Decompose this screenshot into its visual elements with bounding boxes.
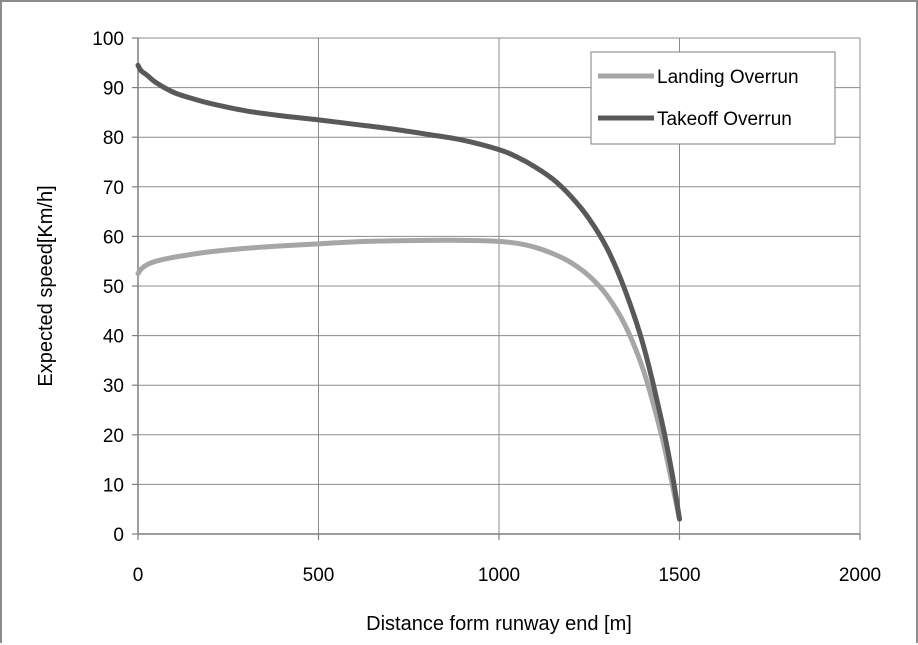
y-tick-label: 10 (103, 475, 124, 496)
y-tick-label: 20 (103, 426, 124, 447)
legend-box (590, 51, 836, 145)
y-tick-label: 40 (103, 327, 124, 348)
legend-label-landing-overrun: Landing Overrun (657, 67, 799, 88)
y-tick-label: 80 (103, 128, 124, 149)
y-tick-label: 50 (103, 277, 124, 298)
y-tick-label: 90 (103, 79, 124, 100)
axes (132, 37, 861, 540)
x-tick-label: 1500 (658, 565, 700, 586)
y-tick-label: 100 (92, 29, 124, 50)
y-tick-label: 0 (113, 525, 124, 546)
x-tick-label: 500 (303, 565, 335, 586)
x-tick-label: 1000 (478, 565, 520, 586)
y-axis-label: Expected speed[Km/h] (35, 185, 57, 386)
series-lines (135, 62, 682, 522)
y-tick-label: 70 (103, 178, 124, 199)
x-tick-label: 2000 (839, 565, 881, 586)
y-tick-label: 30 (103, 376, 124, 397)
series-line-landing-overrun (135, 237, 682, 522)
x-tick-label: 0 (133, 565, 144, 586)
series-line-takeoff-overrun (135, 62, 682, 522)
legend: Landing Overrun Takeoff Overrun (590, 51, 836, 145)
x-axis-label: Distance form runway end [m] (366, 613, 632, 635)
y-tick-label: 60 (103, 227, 124, 248)
legend-label-takeoff-overrun: Takeoff Overrun (657, 109, 792, 130)
